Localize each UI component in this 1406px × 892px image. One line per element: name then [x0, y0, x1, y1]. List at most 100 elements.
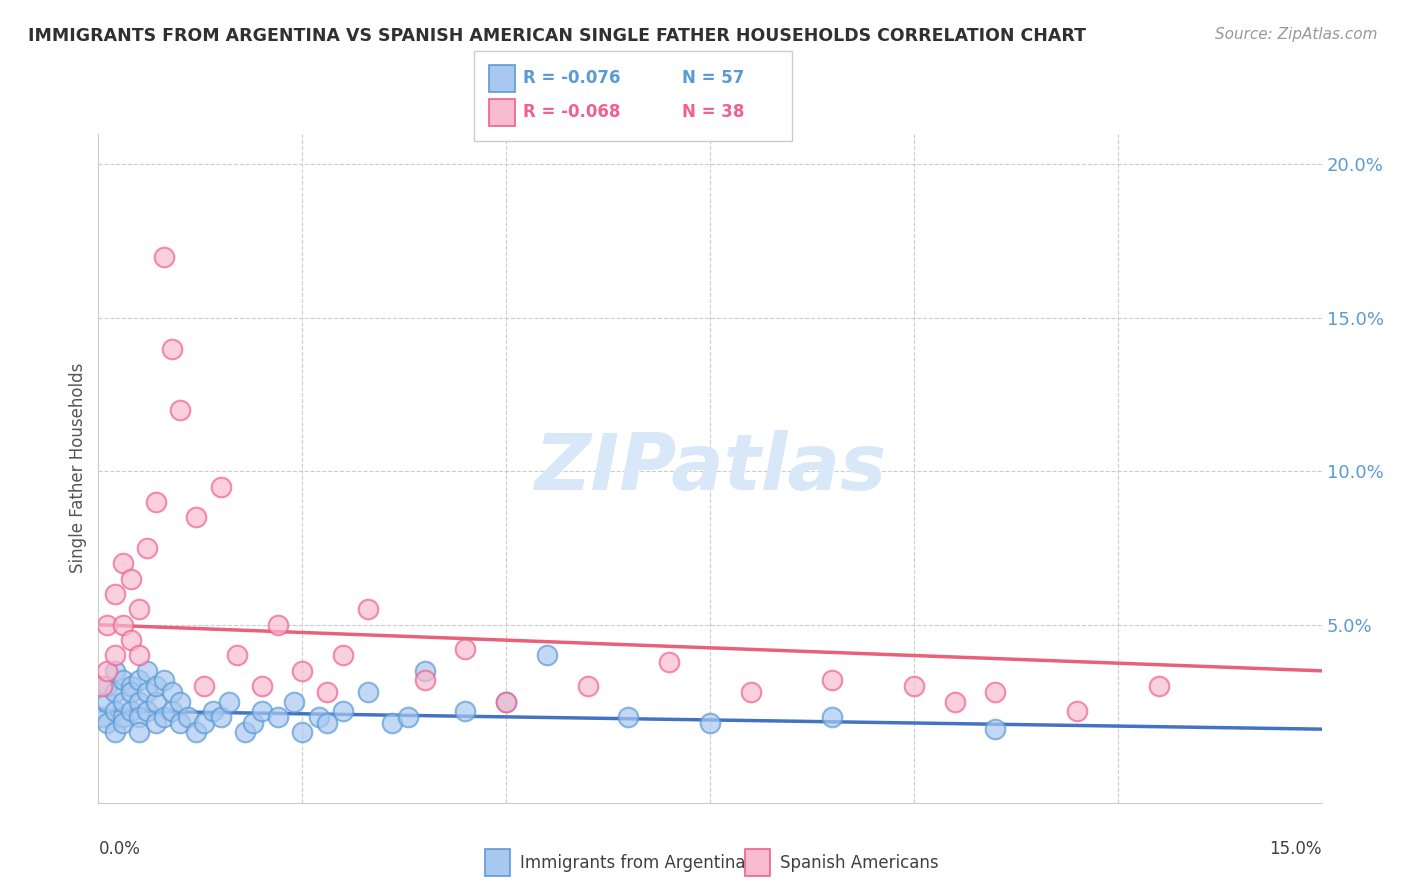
Text: Immigrants from Argentina: Immigrants from Argentina	[520, 854, 745, 871]
Point	[536, 648, 558, 663]
Point	[943, 694, 966, 708]
Point	[291, 725, 314, 739]
Point	[104, 704, 127, 718]
Point	[821, 673, 844, 687]
Text: Source: ZipAtlas.com: Source: ZipAtlas.com	[1215, 27, 1378, 42]
Point	[152, 673, 174, 687]
Point	[381, 716, 404, 731]
Point	[169, 716, 191, 731]
Point	[104, 664, 127, 678]
Point	[984, 722, 1007, 736]
Point	[332, 704, 354, 718]
Point	[454, 704, 477, 718]
Point	[1066, 704, 1088, 718]
Point	[413, 664, 436, 678]
Point	[104, 685, 127, 699]
Point	[495, 694, 517, 708]
Point	[128, 725, 150, 739]
Point	[111, 694, 134, 708]
Point	[283, 694, 305, 708]
Text: 15.0%: 15.0%	[1270, 839, 1322, 857]
Point	[160, 685, 183, 699]
Point	[120, 685, 142, 699]
Point	[177, 710, 200, 724]
Point	[903, 679, 925, 693]
Point	[104, 648, 127, 663]
Point	[233, 725, 256, 739]
Point	[186, 725, 208, 739]
Point	[96, 679, 118, 693]
Text: R = -0.076: R = -0.076	[523, 69, 620, 87]
Point	[145, 694, 167, 708]
Point	[308, 710, 330, 724]
Text: Spanish Americans: Spanish Americans	[780, 854, 939, 871]
Point	[111, 716, 134, 731]
Text: 0.0%: 0.0%	[98, 839, 141, 857]
Point	[984, 685, 1007, 699]
Point	[658, 655, 681, 669]
Point	[617, 710, 640, 724]
Point	[91, 710, 114, 724]
Text: N = 38: N = 38	[682, 103, 744, 120]
Point	[576, 679, 599, 693]
Y-axis label: Single Father Households: Single Father Households	[69, 363, 87, 574]
Point	[96, 716, 118, 731]
Point	[120, 704, 142, 718]
Point	[250, 679, 273, 693]
Point	[495, 694, 517, 708]
Point	[356, 602, 378, 616]
Point	[315, 685, 337, 699]
Point	[396, 710, 419, 724]
Point	[152, 710, 174, 724]
Point	[169, 694, 191, 708]
Point	[136, 664, 159, 678]
Point	[332, 648, 354, 663]
Point	[291, 664, 314, 678]
Point	[104, 725, 127, 739]
Point	[104, 587, 127, 601]
Point	[111, 617, 134, 632]
Text: R = -0.068: R = -0.068	[523, 103, 620, 120]
Point	[128, 602, 150, 616]
Point	[145, 716, 167, 731]
Point	[242, 716, 264, 731]
Text: IMMIGRANTS FROM ARGENTINA VS SPANISH AMERICAN SINGLE FATHER HOUSEHOLDS CORRELATI: IMMIGRANTS FROM ARGENTINA VS SPANISH AME…	[28, 27, 1085, 45]
Point	[193, 716, 215, 731]
Point	[209, 710, 232, 724]
Point	[267, 617, 290, 632]
Point	[128, 710, 150, 724]
Point	[120, 572, 142, 586]
Point	[96, 617, 118, 632]
Point	[136, 541, 159, 555]
Point	[413, 673, 436, 687]
Point	[96, 694, 118, 708]
Point	[315, 716, 337, 731]
Point	[145, 679, 167, 693]
Point	[111, 557, 134, 571]
Point	[740, 685, 762, 699]
Point	[209, 480, 232, 494]
Point	[136, 685, 159, 699]
Point	[120, 679, 142, 693]
Point	[128, 648, 150, 663]
Point	[111, 673, 134, 687]
Point	[152, 250, 174, 264]
Point	[218, 694, 240, 708]
Point	[250, 704, 273, 718]
Point	[128, 694, 150, 708]
Point	[821, 710, 844, 724]
Text: N = 57: N = 57	[682, 69, 744, 87]
Text: ZIPatlas: ZIPatlas	[534, 430, 886, 507]
Point	[201, 704, 224, 718]
Point	[186, 510, 208, 524]
Point	[111, 710, 134, 724]
Point	[356, 685, 378, 699]
Point	[454, 642, 477, 657]
Point	[193, 679, 215, 693]
Point	[136, 704, 159, 718]
Point	[169, 403, 191, 417]
Point	[160, 342, 183, 356]
Point	[267, 710, 290, 724]
Point	[120, 633, 142, 648]
Point	[699, 716, 721, 731]
